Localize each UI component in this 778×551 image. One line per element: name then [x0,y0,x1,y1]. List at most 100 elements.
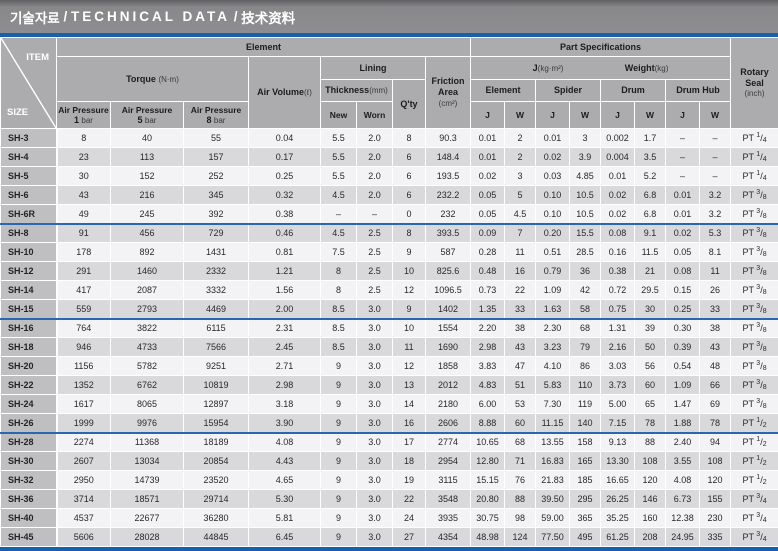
value-cell: 2.5 [356,242,393,262]
value-cell: 2012 [424,375,472,395]
value-cell: 3.90 [248,413,321,434]
value-cell: 40 [110,128,184,148]
value-cell: 119 [569,394,602,414]
value-cell: 58 [569,299,602,320]
value-cell: 27 [392,527,426,547]
row-size-label: SH-3 [0,128,58,148]
value-cell: 8.5 [320,299,357,320]
lining-new-header: New [320,101,357,129]
rotary-seal-value: PT 3/4 [730,508,778,528]
row-size-label: SH-24 [0,394,58,414]
value-cell: 22677 [110,508,184,528]
value-cell: 0.02 [535,147,571,167]
value-cell: 1554 [424,318,472,338]
value-cell: 7.30 [535,394,571,414]
value-cell: 8.5 [320,318,357,338]
value-cell: 230 [699,508,732,528]
value-cell: 0.28 [470,242,506,262]
value-cell: 3.2 [699,185,732,205]
value-cell: 39.50 [535,489,571,509]
page-title-korean: 기술자료 [10,10,60,26]
value-cell: 208 [634,527,667,547]
table-row: SH-45 5606 28028 44845 6.45 9 3.0 27 4354 48.98 12… [0,527,778,547]
page-title-bar: 기술자료 / TECHNICAL DATA / 技术资料 [0,0,778,33]
table-row: SH-18 946 4733 7566 2.45 8.5 3.0 11 1690 2.98 43 3.… [0,337,778,357]
value-cell: 3.73 [600,375,636,395]
value-cell: 68 [569,318,602,338]
value-cell: 6115 [183,318,249,338]
value-cell: 0.10 [535,185,571,205]
table-row: SH-3 8 40 55 0.04 5.5 2.0 8 90.3 0.01 2 0.01 3 0.002 1… [0,128,778,148]
value-cell: 6.45 [248,527,321,547]
value-cell: 18571 [110,489,184,509]
value-cell: 44845 [183,527,249,547]
value-cell: 0.05 [470,204,506,225]
element-w-header: W [504,101,537,129]
value-cell: 9 [320,394,357,414]
value-cell: – [699,147,732,167]
drum-hub-j-header: J [665,101,701,129]
value-cell: 8 [320,261,357,281]
table-row: SH-26 1999 9976 15954 3.90 9 3.0 16 2606 8.88 60 11… [0,413,778,434]
value-cell: 3.0 [356,375,393,395]
value-cell: 4469 [183,299,249,320]
value-cell: 157 [183,147,249,167]
value-cell: 3.0 [356,299,393,320]
value-cell: 140 [569,413,602,434]
value-cell: 0.10 [535,204,571,225]
table-row: SH-8 91 456 729 0.46 4.5 2.5 8 393.5 0.09 7 0.20 15.… [0,223,778,243]
value-cell: 3 [569,128,602,148]
table-row: SH-30 2607 13034 20854 4.43 9 3.0 18 2954 12.80 71… [0,451,778,471]
value-cell: 295 [569,489,602,509]
value-cell: 30.75 [470,508,506,528]
value-cell: 5.5 [320,147,357,167]
drum-hub-w-header: W [699,101,732,129]
value-cell: 12.38 [665,508,701,528]
value-cell: 35.25 [600,508,636,528]
lining-header: Lining [320,56,426,80]
value-cell: 0.25 [248,166,321,186]
value-cell: 6 [392,166,426,186]
value-cell: 13034 [110,451,184,471]
value-cell: 0.01 [665,185,701,205]
blue-accent-bar-bottom [0,547,778,551]
value-cell: 16.65 [600,470,636,490]
value-cell: 3115 [424,470,472,490]
blue-accent-bar-top [0,33,778,37]
value-cell: 69 [699,394,732,414]
title-separator: / [63,9,68,24]
value-cell: 0.02 [600,185,636,205]
value-cell: 2274 [56,432,111,452]
value-cell: – [699,128,732,148]
rotary-seal-value: PT 1/4 [730,128,778,148]
value-cell: 587 [424,242,472,262]
value-cell: 6762 [110,375,184,395]
rotary-seal-value: PT 3/8 [730,223,778,243]
rotary-seal-value: PT 3/8 [730,337,778,357]
row-size-label: SH-18 [0,337,58,357]
table-row: SH-28 2274 11368 18189 4.08 9 3.0 17 2774 10.65 68… [0,432,778,452]
spider-j-header: J [535,101,571,129]
value-cell: 21 [634,261,667,281]
value-cell: 4733 [110,337,184,357]
value-cell: 43 [699,337,732,357]
value-cell: 11 [392,337,426,357]
table-row: SH-14 417 2087 3332 1.56 8 2.5 12 1096.5 0.73 22 1.… [0,280,778,300]
value-cell: 4.43 [248,451,321,471]
value-cell: 158 [569,432,602,452]
value-cell: 185 [569,470,602,490]
value-cell: 8065 [110,394,184,414]
rotary-seal-value: PT 1/4 [730,166,778,186]
value-cell: 48.98 [470,527,506,547]
value-cell: 0 [392,204,426,225]
value-cell: 392 [183,204,249,225]
value-cell: 10819 [183,375,249,395]
row-size-label: SH-32 [0,470,58,490]
table-row: SH-6 43 216 345 0.32 4.5 2.0 6 232.2 0.05 5 0.10 10.… [0,185,778,205]
value-cell: 252 [183,166,249,186]
row-size-label: SH-4 [0,147,58,167]
value-cell: 11.5 [634,242,667,262]
value-cell: – [665,147,701,167]
value-cell: 3.5 [634,147,667,167]
spec-group-drum-header: Drum [600,79,667,102]
